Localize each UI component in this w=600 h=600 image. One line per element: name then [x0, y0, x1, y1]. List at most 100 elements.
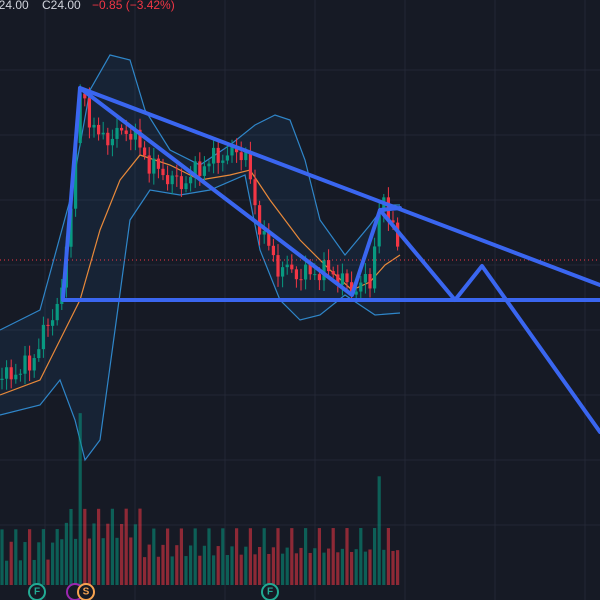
volume-bar	[23, 542, 27, 585]
volume-bar	[235, 528, 239, 585]
volume-bar	[51, 542, 55, 585]
candle-body	[193, 161, 197, 178]
volume-bar	[322, 552, 326, 585]
header: L24.00 C24.00 −0.85 (−3.42%)	[0, 0, 175, 12]
candle-body	[110, 138, 114, 146]
volume-bar	[313, 548, 317, 585]
candle-body	[285, 264, 289, 268]
volume-bar	[308, 552, 312, 585]
candle-body	[299, 279, 303, 281]
candle-body	[294, 269, 298, 280]
candle-body	[230, 146, 234, 156]
candle-body	[101, 132, 105, 135]
candle-body	[267, 231, 271, 246]
volume	[0, 413, 400, 585]
volume-bar	[133, 524, 137, 585]
volume-bar	[304, 528, 308, 585]
volume-bar	[106, 523, 110, 585]
candles	[0, 84, 400, 390]
candle-body	[97, 124, 101, 135]
candle-body	[143, 147, 147, 156]
candle-body	[350, 282, 354, 295]
candle-body	[115, 127, 119, 139]
volume-bar	[115, 537, 119, 585]
pattern-line	[61, 86, 402, 300]
close-value: C24.00	[42, 0, 81, 12]
volume-bar	[327, 548, 331, 585]
candle-body	[290, 264, 294, 270]
volume-bar	[271, 547, 275, 585]
volume-bar	[239, 554, 243, 585]
candle-body	[322, 260, 326, 281]
candle-body	[313, 274, 317, 276]
volume-bar	[267, 553, 271, 585]
change-value: −0.85 (−3.42%)	[92, 0, 175, 12]
volume-bar	[340, 548, 344, 585]
volume-bar	[221, 528, 225, 585]
candle-body	[18, 373, 22, 375]
candle-body	[276, 255, 280, 277]
candle-body	[331, 271, 335, 275]
volume-bar	[317, 528, 321, 585]
badge-label[interactable]: F	[267, 587, 273, 598]
volume-bar	[0, 529, 4, 585]
candle-body	[354, 291, 358, 295]
candle-body	[152, 158, 156, 174]
volume-bar	[253, 554, 257, 585]
volume-bar	[110, 508, 114, 585]
volume-bar	[101, 538, 105, 585]
candle-body	[175, 175, 179, 177]
badge-label[interactable]: S	[83, 587, 90, 598]
upper-trendline	[78, 86, 600, 287]
volume-bar	[285, 547, 289, 585]
candle-body	[161, 168, 165, 176]
candle-body	[55, 303, 59, 321]
volume-bar	[359, 528, 363, 585]
badge-circle	[261, 583, 279, 600]
candle-body	[345, 273, 349, 283]
badge-label[interactable]: F	[34, 587, 40, 598]
volume-bar	[46, 559, 50, 585]
candle-body	[239, 152, 243, 161]
candle-body	[207, 163, 211, 167]
badge-circle	[28, 583, 46, 600]
volume-bar	[354, 549, 358, 585]
volume-bar	[37, 542, 41, 585]
volume-bar	[258, 546, 262, 585]
drawings	[61, 86, 600, 434]
candle-body	[368, 274, 372, 289]
volume-bar	[129, 537, 133, 585]
volume-bar	[368, 549, 372, 585]
volume-bar	[87, 538, 91, 585]
volume-bar	[9, 541, 13, 585]
volume-bar	[147, 544, 151, 585]
candle-body	[184, 183, 188, 190]
volume-bar	[377, 476, 381, 585]
volume-bar	[216, 546, 220, 585]
candle-body	[133, 129, 137, 140]
volume-bar	[225, 555, 229, 585]
volume-bar	[290, 528, 294, 585]
candle-body	[170, 175, 174, 185]
candle-body	[244, 151, 248, 161]
candle-body	[377, 211, 381, 247]
volume-bar	[207, 528, 211, 585]
volume-bar	[120, 524, 124, 585]
volume-bar	[331, 528, 335, 585]
badge-circle	[77, 583, 95, 600]
volume-bar	[396, 550, 400, 585]
candle-body	[271, 245, 275, 256]
candle-body	[221, 160, 225, 163]
volume-bar	[248, 528, 252, 585]
candle-body	[147, 155, 151, 174]
volume-bar	[345, 528, 349, 585]
volume-bar	[60, 539, 64, 585]
volume-bar	[55, 529, 59, 585]
volume-bar	[193, 528, 197, 585]
candle-body	[258, 205, 262, 235]
candle-body	[216, 147, 220, 163]
candle-body	[129, 133, 133, 140]
volume-bar	[41, 529, 45, 585]
candle-body	[23, 355, 27, 374]
